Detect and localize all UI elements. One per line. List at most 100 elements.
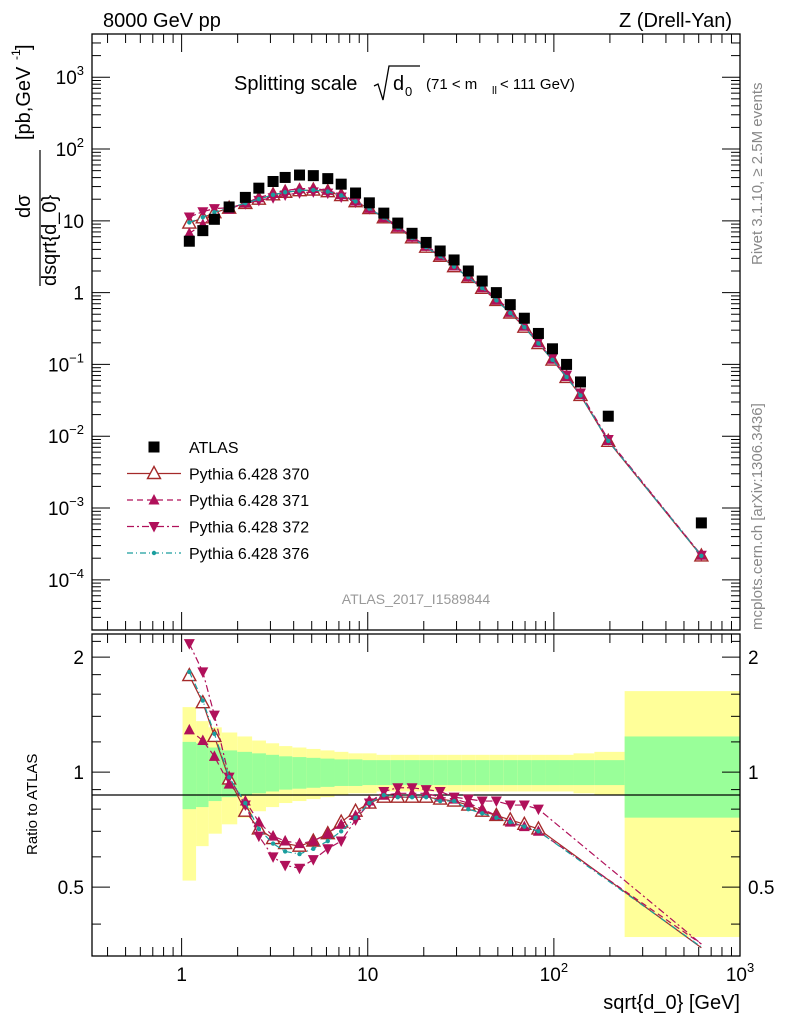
ratio-band-inner xyxy=(208,747,222,802)
ratio-point-p372 xyxy=(335,836,347,848)
ratio-point-p372 xyxy=(183,639,195,650)
legend: ATLAS Pythia 6.428 370 Pythia 6.428 371 Pyt… xyxy=(127,440,309,563)
y-tick-label: 10−4 xyxy=(48,566,84,592)
ratio-band-inner xyxy=(252,753,266,794)
ratio-point-p376 xyxy=(409,794,415,800)
ratio-series-p376 xyxy=(187,669,702,948)
ratio-point-p372 xyxy=(253,831,265,843)
point-p376 xyxy=(606,438,611,444)
point-atlas xyxy=(695,517,707,529)
point-atlas xyxy=(434,245,446,257)
x-axis-label: sqrt{d_0} [GeV] xyxy=(603,992,740,1014)
ratio-band-inner xyxy=(461,760,476,786)
point-atlas xyxy=(406,227,418,239)
ratio-line-p371 xyxy=(188,729,702,945)
x-tick-label-exp: 3 xyxy=(747,960,754,975)
y-label-unit-close: ] xyxy=(13,44,35,50)
ratio-band-inner xyxy=(334,759,349,786)
ratio-point-p372 xyxy=(267,852,279,863)
ratio-point-p372 xyxy=(448,792,460,804)
point-p376 xyxy=(353,199,358,204)
series-atlas xyxy=(183,169,707,529)
ratio-point-p376 xyxy=(243,800,248,806)
y-tick-label-base: 10 xyxy=(63,212,84,233)
point-p372 xyxy=(279,190,291,201)
ratio-point-p376 xyxy=(297,851,302,857)
point-p376 xyxy=(325,189,330,194)
energy-label: 8000 GeV pp xyxy=(103,10,221,32)
ratio-band-inner xyxy=(196,743,209,808)
point-atlas xyxy=(294,169,306,181)
process-label: Z (Drell-Yan) xyxy=(619,10,732,32)
ratio-point-p371 xyxy=(197,734,209,746)
ratio-point-p376 xyxy=(381,793,387,798)
ratio-band-inner xyxy=(559,760,574,786)
main-frame xyxy=(91,33,741,631)
ratio-point-p376 xyxy=(437,798,443,804)
ratio-band-inner xyxy=(362,760,377,786)
ratio-point-p376 xyxy=(226,774,232,780)
y-tick-label-base: 10 xyxy=(56,140,77,161)
ratio-tick-label: 2 xyxy=(73,648,84,669)
ratio-point-p376 xyxy=(494,815,499,820)
ratio-tick-label: 0.5 xyxy=(58,878,84,899)
point-p376 xyxy=(187,220,192,225)
y-tick-label-exp: −1 xyxy=(69,350,84,365)
legend-item: Pythia 6.428 372 xyxy=(127,520,309,537)
point-atlas xyxy=(223,201,235,213)
point-atlas xyxy=(279,171,291,183)
ratio-band-inner xyxy=(475,760,490,786)
ratio-point-p372 xyxy=(434,786,446,798)
point-p372 xyxy=(267,193,279,204)
point-atlas xyxy=(392,217,404,229)
ratio-band-inner xyxy=(320,758,335,787)
point-atlas xyxy=(490,287,502,299)
x-tick-label-base: 10 xyxy=(726,965,747,986)
point-p372 xyxy=(335,192,347,203)
ratio-point-p376 xyxy=(451,798,457,804)
point-atlas xyxy=(448,254,460,266)
y-tick-label-exp: −4 xyxy=(69,566,84,581)
point-atlas xyxy=(197,225,209,237)
ratio-point-p372 xyxy=(307,855,319,866)
point-atlas xyxy=(363,197,375,209)
ratio-point-p376 xyxy=(466,806,471,812)
x-tick-label-base: 10 xyxy=(357,965,378,986)
ratio-point-p376 xyxy=(256,826,262,832)
x-tick-label: 10 xyxy=(357,965,378,986)
ratio-point-p372 xyxy=(392,783,404,794)
point-atlas xyxy=(335,178,347,190)
ratio-point-p372 xyxy=(378,786,390,798)
y-tick-label: 1 xyxy=(73,284,84,305)
point-p371 xyxy=(183,227,195,238)
ratio-point-p371 xyxy=(490,809,502,820)
point-atlas xyxy=(183,235,195,247)
ratio-point-p372 xyxy=(476,796,488,808)
mass-window-text: (71 < m xyxy=(426,76,477,93)
y-tick-label-base: 10 xyxy=(48,427,69,448)
mass-window-end: < 111 GeV) xyxy=(500,76,575,93)
rivet-label: Rivet 3.1.10, ≥ 2.5M events xyxy=(749,83,766,266)
ratio-point-p376 xyxy=(536,829,541,834)
ratio-point-p372 xyxy=(532,804,544,816)
y-tick-label-base: 10 xyxy=(48,499,69,520)
ratio-point-p376 xyxy=(270,841,276,846)
mass-window-sub: ll xyxy=(492,85,497,97)
point-p376 xyxy=(550,357,555,362)
ratio-band-inner xyxy=(292,757,307,789)
point-p376 xyxy=(522,324,527,330)
ratio-band-inner xyxy=(376,760,391,786)
y-axis-label: dσ dsqrt{d_0} [pb,GeV -1 ] xyxy=(9,44,61,286)
y-label-denominator: dsqrt{d_0} xyxy=(39,194,61,286)
plot-title-d: d xyxy=(393,73,404,95)
point-p372 xyxy=(322,188,334,200)
ratio-point-p372 xyxy=(294,863,306,875)
ratio-y-label: Ratio to ATLAS xyxy=(24,754,41,855)
point-p376 xyxy=(297,188,302,193)
ratio-point-p376 xyxy=(282,849,288,854)
x-tick-label-base: 10 xyxy=(540,965,561,986)
ratio-uncertainty-bands xyxy=(182,691,740,938)
y-tick-label-base: 10 xyxy=(56,68,77,89)
ratio-point-p372 xyxy=(504,800,516,812)
